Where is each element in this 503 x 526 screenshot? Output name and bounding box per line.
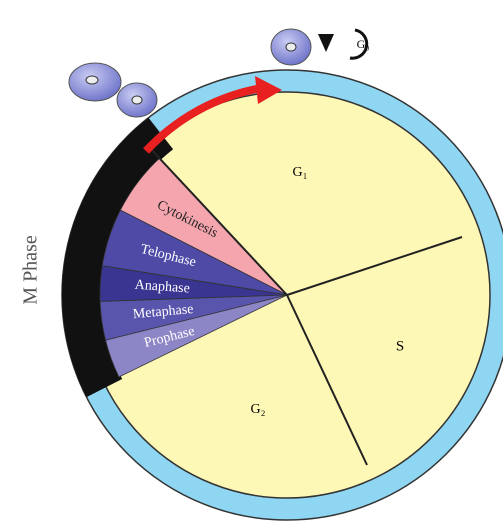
- cells: [68, 28, 312, 118]
- g1-label: G₁: [293, 165, 308, 180]
- nucleus: [131, 95, 143, 105]
- arrow-head: [255, 76, 282, 104]
- m-phase-name: Metaphase: [132, 302, 194, 322]
- nucleus: [285, 42, 297, 52]
- divider: [147, 145, 288, 296]
- divider: [286, 294, 368, 466]
- m-phase-band: [61, 117, 174, 398]
- g0-label: G₀: [357, 37, 370, 51]
- progress-arrow: [143, 84, 263, 154]
- g0-loop: [349, 28, 369, 60]
- g0-arrow: [318, 34, 334, 52]
- m-phase-name: Anaphase: [134, 278, 190, 297]
- nucleus: [85, 75, 99, 85]
- s-label: S: [396, 338, 404, 354]
- m-phase-label: M Phase: [20, 235, 42, 305]
- m-sector: [105, 294, 288, 378]
- sectors: [61, 117, 288, 398]
- g2-label: G₂: [251, 402, 266, 417]
- divider: [286, 236, 463, 296]
